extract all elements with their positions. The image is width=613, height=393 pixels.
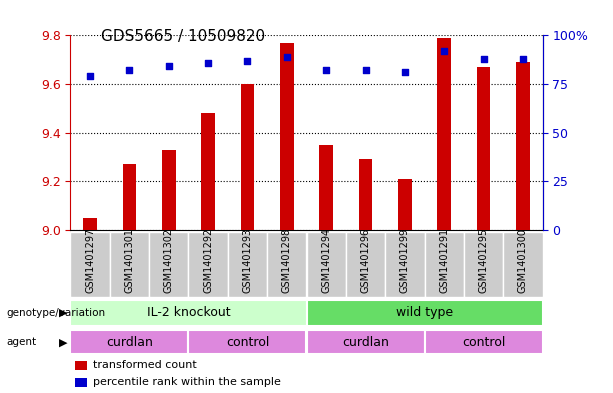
Text: control: control bbox=[462, 336, 505, 349]
Bar bbox=[319, 145, 333, 230]
Bar bbox=[75, 378, 87, 387]
Bar bbox=[83, 218, 97, 230]
Bar bbox=[280, 43, 294, 230]
Text: GSM1401291: GSM1401291 bbox=[439, 228, 449, 294]
Text: GSM1401299: GSM1401299 bbox=[400, 228, 410, 294]
Point bbox=[518, 55, 528, 62]
Bar bbox=[70, 300, 306, 325]
Bar bbox=[267, 232, 306, 297]
Bar bbox=[306, 300, 543, 325]
Text: GSM1401300: GSM1401300 bbox=[518, 228, 528, 294]
Bar bbox=[228, 232, 267, 297]
Bar bbox=[70, 232, 110, 297]
Bar bbox=[398, 179, 412, 230]
Bar bbox=[477, 67, 490, 230]
Bar bbox=[385, 232, 424, 297]
Bar bbox=[162, 150, 176, 230]
Text: agent: agent bbox=[6, 337, 36, 347]
Point bbox=[243, 57, 253, 64]
Text: GSM1401297: GSM1401297 bbox=[85, 228, 95, 294]
Bar bbox=[189, 330, 306, 354]
Text: GSM1401302: GSM1401302 bbox=[164, 228, 174, 294]
Text: IL-2 knockout: IL-2 knockout bbox=[147, 306, 230, 320]
Text: percentile rank within the sample: percentile rank within the sample bbox=[93, 377, 281, 387]
Point bbox=[360, 67, 370, 73]
Bar bbox=[123, 164, 136, 230]
Text: GSM1401294: GSM1401294 bbox=[321, 228, 331, 294]
Text: GSM1401293: GSM1401293 bbox=[243, 228, 253, 294]
Text: genotype/variation: genotype/variation bbox=[6, 308, 105, 318]
Bar bbox=[189, 232, 228, 297]
Bar bbox=[346, 232, 385, 297]
Text: transformed count: transformed count bbox=[93, 360, 197, 370]
Bar bbox=[306, 330, 424, 354]
Point bbox=[164, 63, 173, 70]
Bar bbox=[464, 232, 503, 297]
Text: GSM1401296: GSM1401296 bbox=[360, 228, 370, 294]
Bar bbox=[359, 160, 372, 230]
Text: ▶: ▶ bbox=[59, 308, 67, 318]
Point bbox=[479, 55, 489, 62]
Bar bbox=[306, 232, 346, 297]
Point bbox=[440, 48, 449, 54]
Bar bbox=[424, 330, 543, 354]
Point bbox=[282, 53, 292, 60]
Point bbox=[321, 67, 331, 73]
Text: curdlan: curdlan bbox=[106, 336, 153, 349]
Text: GSM1401295: GSM1401295 bbox=[479, 228, 489, 294]
Bar bbox=[437, 38, 451, 230]
Text: GDS5665 / 10509820: GDS5665 / 10509820 bbox=[101, 29, 265, 44]
Text: curdlan: curdlan bbox=[342, 336, 389, 349]
Bar bbox=[75, 361, 87, 369]
Bar bbox=[110, 232, 149, 297]
Text: ▶: ▶ bbox=[59, 337, 67, 347]
Text: GSM1401301: GSM1401301 bbox=[124, 228, 134, 294]
Bar bbox=[503, 232, 543, 297]
Bar bbox=[241, 84, 254, 230]
Text: wild type: wild type bbox=[396, 306, 453, 320]
Bar bbox=[516, 62, 530, 230]
Point bbox=[124, 67, 134, 73]
Bar bbox=[70, 330, 189, 354]
Point bbox=[204, 59, 213, 66]
Bar bbox=[201, 113, 215, 230]
Point bbox=[85, 73, 95, 79]
Bar bbox=[424, 232, 464, 297]
Point bbox=[400, 69, 409, 75]
Text: control: control bbox=[226, 336, 269, 349]
Text: GSM1401292: GSM1401292 bbox=[203, 228, 213, 294]
Text: GSM1401298: GSM1401298 bbox=[282, 228, 292, 294]
Bar bbox=[149, 232, 189, 297]
